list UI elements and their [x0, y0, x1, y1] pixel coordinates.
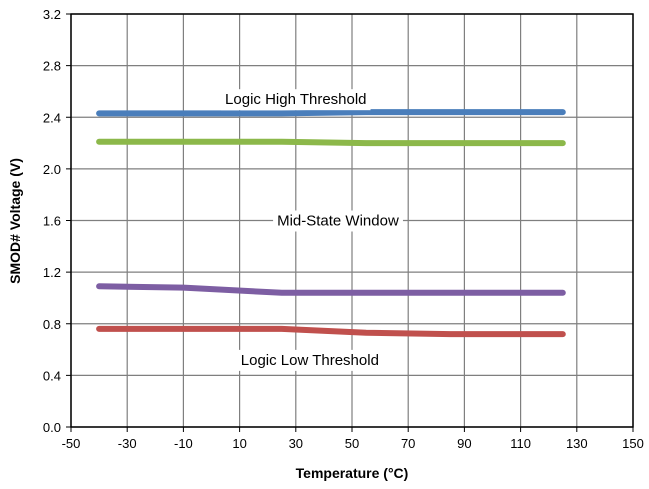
y-tick-label: 2.0: [43, 162, 61, 177]
x-tick-label: 130: [566, 436, 588, 451]
series-line-3: [96, 283, 566, 296]
x-tick-label: 10: [232, 436, 246, 451]
y-tick-label: 0.0: [43, 420, 61, 435]
x-tick-label: -30: [118, 436, 137, 451]
y-tick-label: 2.4: [43, 110, 61, 125]
y-tick-label: 2.8: [43, 59, 61, 74]
x-tick-label: 110: [510, 436, 531, 451]
annotation-background: [236, 349, 383, 371]
annotation-label: Logic Low Threshold: [241, 352, 379, 369]
annotation-label: Logic High Threshold: [225, 91, 366, 108]
y-tick-label: 1.6: [43, 214, 61, 229]
x-tick-label: -10: [174, 436, 193, 451]
y-tick-label: 0.8: [43, 317, 61, 332]
x-tick-label: 30: [289, 436, 303, 451]
y-axis-title: SMOD# Voltage (V): [7, 158, 23, 284]
annotations: Logic High Threshold Mid-State Window Logi…: [221, 89, 403, 371]
tick-labels: -50 -30 -10 10 30 50 70 90 110 130 150 0.0 0.4 0.8 1.2…: [43, 7, 644, 451]
annotation-label: Mid-State Window: [277, 213, 399, 230]
x-tick-label: -50: [62, 436, 81, 451]
y-tick-label: 1.2: [43, 265, 61, 280]
y-tick-label: 3.2: [43, 7, 61, 22]
series-line-4: [96, 325, 566, 338]
series-line-1: [96, 109, 566, 117]
x-tick-label: 150: [622, 436, 644, 451]
y-tick-label: 0.4: [43, 368, 61, 383]
annotation-background: [221, 89, 371, 111]
x-tick-label: 90: [457, 436, 471, 451]
x-axis-title: Temperature (°C): [296, 465, 409, 481]
annotation-background: [273, 210, 403, 232]
x-tick-label: 70: [401, 436, 415, 451]
series-lines: [96, 109, 566, 338]
series-line-2: [96, 138, 566, 147]
x-tick-label: 50: [345, 436, 359, 451]
